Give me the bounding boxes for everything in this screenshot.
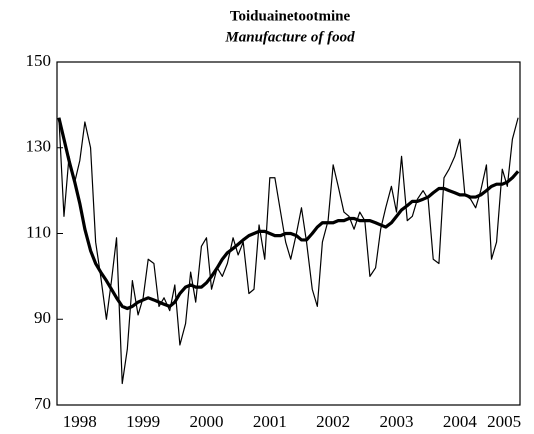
x-tick-label: 2003 (379, 412, 413, 431)
x-tick-label: 1999 (126, 412, 160, 431)
y-tick-label: 90 (34, 308, 51, 327)
x-tick-label: 2004 (443, 412, 478, 431)
series-line (58, 117, 519, 385)
y-tick-label: 150 (26, 51, 52, 70)
y-tick-label: 130 (26, 137, 52, 156)
series-line (57, 117, 520, 311)
y-tick-label: 110 (26, 222, 51, 241)
chart-title: Toiduainetootmine (230, 8, 351, 24)
x-tick-label: 2000 (189, 412, 223, 431)
x-tick-label: 2001 (253, 412, 287, 431)
x-tick-label: 2002 (316, 412, 350, 431)
y-tick-label: 70 (34, 394, 51, 413)
x-tick-label: 1998 (63, 412, 97, 431)
x-tick-label: 2005 (487, 412, 521, 431)
chart-subtitle: Manufacture of food (224, 29, 355, 45)
